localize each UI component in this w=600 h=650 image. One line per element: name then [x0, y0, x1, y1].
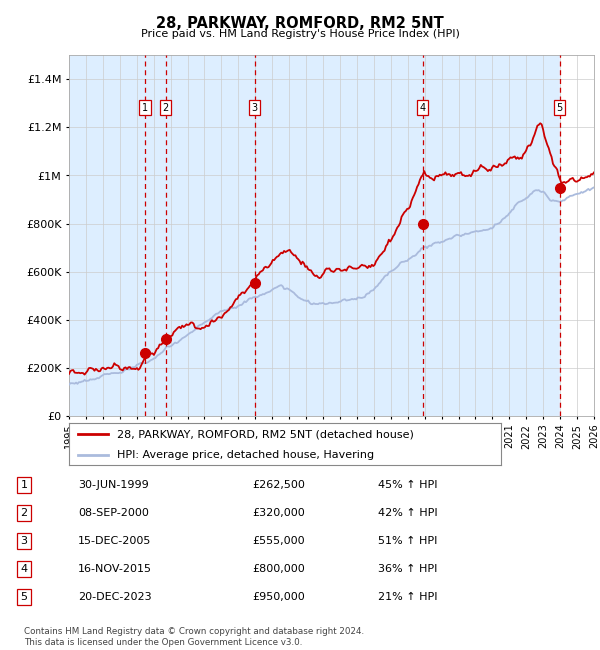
Text: £800,000: £800,000 [252, 564, 305, 574]
Text: 28, PARKWAY, ROMFORD, RM2 5NT: 28, PARKWAY, ROMFORD, RM2 5NT [156, 16, 444, 31]
Text: £320,000: £320,000 [252, 508, 305, 518]
Text: 15-DEC-2005: 15-DEC-2005 [78, 536, 151, 546]
Text: 2: 2 [20, 508, 28, 518]
Text: 16-NOV-2015: 16-NOV-2015 [78, 564, 152, 574]
Text: 2: 2 [163, 103, 169, 112]
Text: 3: 3 [251, 103, 257, 112]
Text: £262,500: £262,500 [252, 480, 305, 490]
Text: 5: 5 [20, 592, 28, 602]
Text: HPI: Average price, detached house, Havering: HPI: Average price, detached house, Have… [116, 450, 374, 460]
Text: £555,000: £555,000 [252, 536, 305, 546]
Text: 28, PARKWAY, ROMFORD, RM2 5NT (detached house): 28, PARKWAY, ROMFORD, RM2 5NT (detached … [116, 430, 413, 439]
Text: 45% ↑ HPI: 45% ↑ HPI [378, 480, 437, 490]
Bar [560, 55, 594, 416]
Text: 3: 3 [20, 536, 28, 546]
Text: 4: 4 [20, 564, 28, 574]
Text: 36% ↑ HPI: 36% ↑ HPI [378, 564, 437, 574]
Bar [560, 55, 594, 416]
Text: 42% ↑ HPI: 42% ↑ HPI [378, 508, 437, 518]
Text: Contains HM Land Registry data © Crown copyright and database right 2024.
This d: Contains HM Land Registry data © Crown c… [24, 627, 364, 647]
Text: 08-SEP-2000: 08-SEP-2000 [78, 508, 149, 518]
Text: 1: 1 [20, 480, 28, 490]
Text: £950,000: £950,000 [252, 592, 305, 602]
Text: 21% ↑ HPI: 21% ↑ HPI [378, 592, 437, 602]
Text: 51% ↑ HPI: 51% ↑ HPI [378, 536, 437, 546]
Text: 5: 5 [556, 103, 563, 112]
Text: 20-DEC-2023: 20-DEC-2023 [78, 592, 152, 602]
Text: 1: 1 [142, 103, 148, 112]
Text: 30-JUN-1999: 30-JUN-1999 [78, 480, 149, 490]
Text: 4: 4 [419, 103, 425, 112]
Text: Price paid vs. HM Land Registry's House Price Index (HPI): Price paid vs. HM Land Registry's House … [140, 29, 460, 39]
